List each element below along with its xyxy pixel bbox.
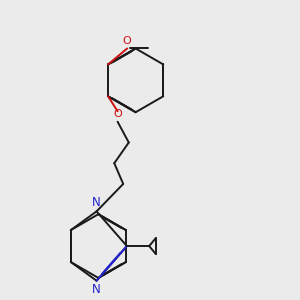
Text: N: N [92, 283, 101, 296]
Text: N: N [92, 196, 101, 209]
Text: O: O [123, 36, 132, 46]
Text: O: O [113, 109, 122, 119]
